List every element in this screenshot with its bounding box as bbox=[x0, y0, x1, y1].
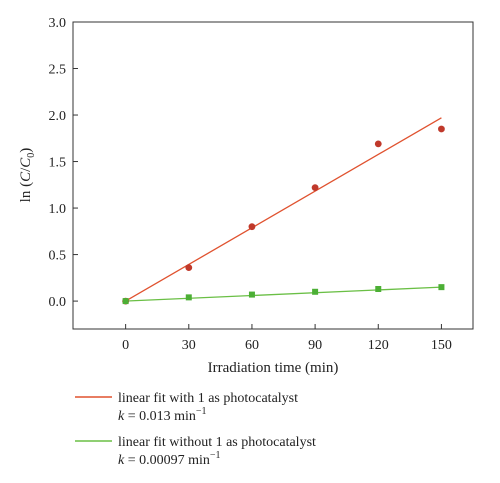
legend: linear fit with 1 as photocatalyst k = 0… bbox=[75, 391, 316, 468]
data-point-with-catalyst bbox=[374, 140, 382, 148]
data-point-without-catalyst bbox=[438, 284, 445, 291]
data-point-without-catalyst bbox=[248, 291, 255, 298]
data-point-with-catalyst bbox=[248, 223, 256, 231]
y-tick-label: 0.5 bbox=[49, 249, 67, 264]
fit-line-with-catalyst bbox=[125, 117, 442, 302]
plot-area-frame bbox=[72, 21, 474, 330]
legend-k-value: = 0.00097 min bbox=[124, 453, 210, 468]
legend-k-without-catalyst: k = 0.00097 min−1 bbox=[118, 450, 221, 468]
y-axis-title: ln (C/C0) bbox=[18, 148, 37, 203]
data-point-without-catalyst bbox=[185, 294, 192, 301]
x-tick-label: 150 bbox=[431, 338, 452, 353]
x-tick-label: 120 bbox=[368, 338, 389, 353]
legend-label-without-catalyst: linear fit without 1 as photocatalyst bbox=[118, 435, 316, 450]
legend-label-with-catalyst: linear fit with 1 as photocatalyst bbox=[118, 391, 298, 406]
legend-k-exponent: −1 bbox=[210, 450, 221, 461]
data-point-with-catalyst bbox=[185, 264, 193, 271]
x-tick-label: 30 bbox=[182, 338, 196, 353]
legend-k-value: = 0.013 min bbox=[124, 409, 196, 424]
legend-k-exponent: −1 bbox=[196, 406, 207, 417]
fit-lines bbox=[125, 117, 442, 302]
x-tick-label: 0 bbox=[122, 338, 129, 353]
y-axis-title-suffix: ) bbox=[18, 148, 34, 153]
legend-k-symbol: k bbox=[118, 409, 125, 424]
y-tick-label: 2.0 bbox=[49, 109, 67, 124]
fit-line-without-catalyst bbox=[125, 286, 442, 302]
data-point-without-catalyst bbox=[312, 288, 319, 295]
y-tick-label: 2.5 bbox=[49, 63, 67, 78]
x-axis: 0 30 60 90 120 150 bbox=[122, 324, 452, 353]
y-axis-title-slash: / bbox=[18, 167, 34, 172]
y-tick-label: 3.0 bbox=[49, 16, 67, 31]
y-axis-title-c: C bbox=[18, 171, 34, 182]
y-tick-label: 1.0 bbox=[49, 202, 67, 217]
x-tick-label: 90 bbox=[308, 338, 322, 353]
y-axis: 0.0 0.5 1.0 1.5 2.0 2.5 3.0 bbox=[49, 16, 78, 310]
legend-k-symbol: k bbox=[118, 453, 125, 468]
x-axis-title: Irradiation time (min) bbox=[208, 360, 339, 376]
data-point-with-catalyst bbox=[311, 184, 319, 191]
data-point-without-catalyst bbox=[375, 285, 382, 292]
y-tick-label: 1.5 bbox=[49, 156, 67, 171]
legend-k-with-catalyst: k = 0.013 min−1 bbox=[118, 406, 207, 424]
y-axis-title-subscript: 0 bbox=[26, 153, 37, 158]
legend-entry-without-catalyst: linear fit without 1 as photocatalyst k … bbox=[75, 435, 316, 468]
y-axis-title-prefix: ln ( bbox=[18, 182, 34, 202]
data-point-without-catalyst bbox=[122, 298, 129, 305]
y-axis-title-c0: C bbox=[18, 157, 34, 168]
y-tick-label: 0.0 bbox=[49, 295, 67, 310]
data-point-with-catalyst bbox=[438, 125, 445, 133]
legend-entry-with-catalyst: linear fit with 1 as photocatalyst k = 0… bbox=[75, 391, 298, 424]
data-points bbox=[122, 125, 445, 305]
x-tick-label: 60 bbox=[245, 338, 259, 353]
